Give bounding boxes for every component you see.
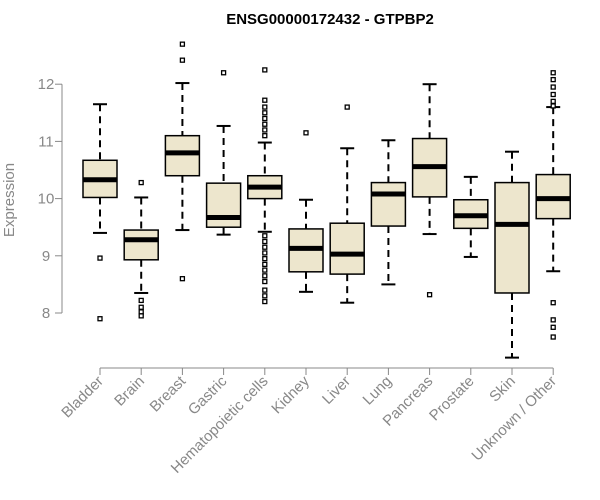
x-tick-label: Lung bbox=[360, 373, 396, 409]
outlier-point bbox=[262, 133, 268, 139]
outlier-point bbox=[262, 97, 268, 103]
outlier-point bbox=[550, 76, 556, 83]
outlier-point bbox=[344, 104, 350, 110]
outlier-point bbox=[262, 261, 268, 268]
outlier-point bbox=[262, 244, 268, 250]
x-tick-label: Bladder bbox=[58, 373, 107, 422]
outlier-point bbox=[550, 334, 556, 340]
box-rect bbox=[370, 181, 407, 227]
y-tick-label: 11 bbox=[38, 133, 54, 150]
outlier-point bbox=[262, 67, 268, 73]
outlier-point bbox=[179, 41, 186, 47]
outlier-point bbox=[262, 278, 268, 285]
outlier-point bbox=[262, 127, 268, 133]
y-tick-label: 10 bbox=[38, 191, 55, 208]
outlier-point bbox=[303, 130, 309, 136]
box-rect bbox=[164, 134, 201, 177]
outlier-point bbox=[426, 292, 433, 298]
box-rect bbox=[205, 182, 242, 228]
outlier-point bbox=[262, 238, 268, 245]
outlier-point bbox=[262, 293, 268, 299]
box-breast bbox=[164, 41, 201, 282]
outlier-point bbox=[138, 313, 144, 319]
outlier-point bbox=[220, 70, 227, 76]
box-gastric bbox=[205, 70, 242, 236]
outlier-point bbox=[550, 91, 556, 98]
boxes-layer bbox=[82, 41, 571, 359]
chart-title: ENSG00000172432 - GTPBP2 bbox=[226, 11, 434, 28]
outlier-point bbox=[550, 300, 556, 306]
box-bladder bbox=[82, 103, 118, 322]
outlier-point bbox=[550, 324, 556, 330]
x-tick-label: Prostate bbox=[426, 373, 478, 425]
y-tick-label: 8 bbox=[42, 305, 50, 322]
x-tick-label: Breast bbox=[147, 372, 190, 415]
outlier-point bbox=[262, 110, 268, 116]
outlier-point bbox=[550, 317, 556, 323]
outlier-point bbox=[179, 276, 186, 282]
outlier-point bbox=[179, 57, 186, 63]
box-skin bbox=[494, 150, 530, 359]
x-tick-label: Liver bbox=[319, 373, 354, 408]
box-prostate bbox=[453, 175, 489, 258]
outlier-point bbox=[97, 316, 103, 322]
outlier-point bbox=[138, 179, 144, 186]
outlier-point bbox=[262, 287, 268, 293]
box-rect bbox=[329, 222, 365, 275]
outlier-point bbox=[262, 273, 268, 279]
outlier-point bbox=[97, 255, 103, 261]
outlier-point bbox=[138, 304, 144, 310]
box-pancreas bbox=[411, 83, 448, 298]
outlier-point bbox=[138, 297, 144, 304]
outlier-point bbox=[262, 298, 268, 305]
box-lung bbox=[370, 139, 407, 286]
box-kidney bbox=[288, 130, 324, 293]
outlier-point bbox=[550, 84, 556, 90]
box-unknown-other bbox=[535, 70, 571, 340]
outlier-point bbox=[262, 115, 268, 122]
box-brain bbox=[123, 179, 159, 319]
x-tick-label: Brain bbox=[111, 373, 148, 410]
outlier-point bbox=[550, 103, 556, 109]
axes: 8 9 10 11 12 bbox=[38, 76, 554, 369]
outlier-point bbox=[262, 256, 268, 262]
outlier-point bbox=[550, 98, 556, 105]
box-rect bbox=[123, 229, 159, 261]
outlier-point bbox=[262, 233, 268, 239]
y-tick-label: 9 bbox=[42, 248, 50, 265]
box-rect bbox=[494, 181, 530, 294]
box-liver bbox=[329, 104, 365, 304]
outlier-point bbox=[262, 267, 268, 273]
outlier-point bbox=[550, 70, 556, 76]
x-tick-label: Skin bbox=[486, 373, 519, 406]
y-axis-label: Expression bbox=[1, 163, 18, 237]
y-tick-label: 12 bbox=[38, 76, 55, 93]
outlier-point bbox=[262, 104, 268, 110]
outlier-point bbox=[262, 250, 268, 256]
outlier-point bbox=[262, 121, 268, 127]
x-tick-label: Kidney bbox=[268, 372, 313, 417]
box-hematopoietic-cells bbox=[247, 67, 283, 305]
